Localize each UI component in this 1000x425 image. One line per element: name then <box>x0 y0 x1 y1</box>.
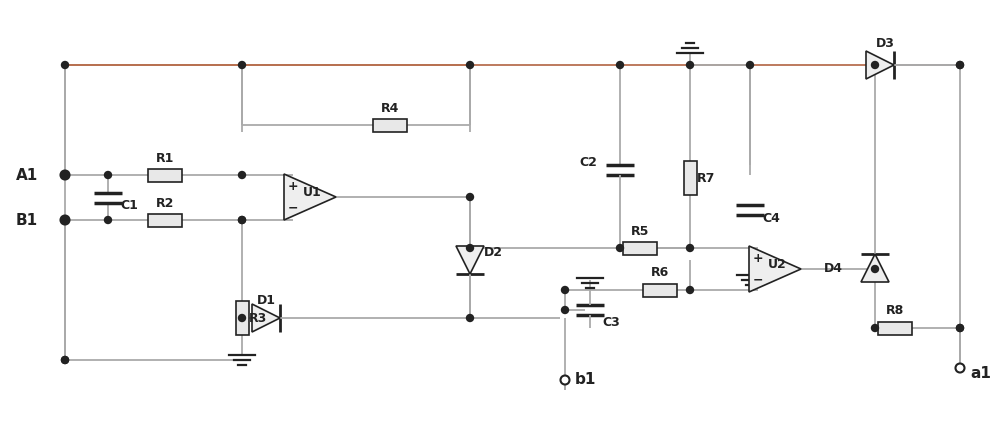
Text: D4: D4 <box>824 261 842 275</box>
Bar <box>148 168 182 181</box>
Circle shape <box>239 62 246 68</box>
Circle shape <box>562 306 568 314</box>
Bar <box>373 119 407 131</box>
Circle shape <box>239 216 246 224</box>
Circle shape <box>466 314 474 321</box>
Circle shape <box>466 193 474 201</box>
Circle shape <box>104 172 112 178</box>
Circle shape <box>239 216 246 224</box>
Text: +: + <box>288 179 298 193</box>
Circle shape <box>62 172 68 178</box>
Polygon shape <box>252 304 280 332</box>
Text: b1: b1 <box>575 372 596 388</box>
Bar <box>236 301 248 335</box>
Circle shape <box>956 62 964 68</box>
Text: C3: C3 <box>602 315 620 329</box>
Circle shape <box>62 216 68 224</box>
Bar <box>623 241 657 255</box>
Text: −: − <box>288 201 298 215</box>
Bar <box>643 283 677 297</box>
Text: C1: C1 <box>120 199 138 212</box>
Circle shape <box>686 286 694 294</box>
Bar <box>148 213 182 227</box>
Circle shape <box>62 357 68 363</box>
Text: a1: a1 <box>970 366 991 380</box>
Text: B1: B1 <box>16 212 38 227</box>
Circle shape <box>956 62 964 68</box>
Text: D2: D2 <box>484 246 503 258</box>
Circle shape <box>686 244 694 252</box>
Circle shape <box>62 62 68 68</box>
Circle shape <box>872 266 879 272</box>
Text: R7: R7 <box>697 172 715 184</box>
Circle shape <box>956 363 964 372</box>
Circle shape <box>872 62 879 68</box>
Text: D1: D1 <box>256 294 276 306</box>
Circle shape <box>616 62 624 68</box>
Circle shape <box>956 325 964 332</box>
Text: C4: C4 <box>762 212 780 224</box>
Bar <box>878 321 912 334</box>
Text: R3: R3 <box>249 312 267 325</box>
Text: R6: R6 <box>651 266 669 280</box>
Circle shape <box>616 244 624 252</box>
Text: U1: U1 <box>303 185 321 198</box>
Circle shape <box>562 286 568 294</box>
Circle shape <box>686 62 694 68</box>
Text: C2: C2 <box>579 156 597 168</box>
Circle shape <box>466 62 474 68</box>
Circle shape <box>239 314 246 321</box>
Text: D3: D3 <box>876 37 894 49</box>
Text: R4: R4 <box>381 102 399 114</box>
Text: R2: R2 <box>156 196 174 210</box>
Circle shape <box>560 376 570 385</box>
Circle shape <box>60 170 70 179</box>
Circle shape <box>60 215 70 224</box>
Circle shape <box>62 357 68 363</box>
Text: −: − <box>753 274 763 286</box>
Circle shape <box>466 244 474 252</box>
Text: +: + <box>753 252 763 264</box>
Text: R8: R8 <box>886 304 904 317</box>
Text: U2: U2 <box>768 258 786 270</box>
Polygon shape <box>284 174 336 220</box>
Text: R1: R1 <box>156 151 174 164</box>
Polygon shape <box>749 246 801 292</box>
Polygon shape <box>456 246 484 274</box>
Circle shape <box>872 325 879 332</box>
Circle shape <box>956 325 964 332</box>
Polygon shape <box>861 254 889 282</box>
Text: R5: R5 <box>631 224 649 238</box>
Bar <box>684 161 696 195</box>
Circle shape <box>239 172 246 178</box>
Circle shape <box>746 62 754 68</box>
Text: A1: A1 <box>16 167 38 182</box>
Polygon shape <box>866 51 894 79</box>
Circle shape <box>104 216 112 224</box>
